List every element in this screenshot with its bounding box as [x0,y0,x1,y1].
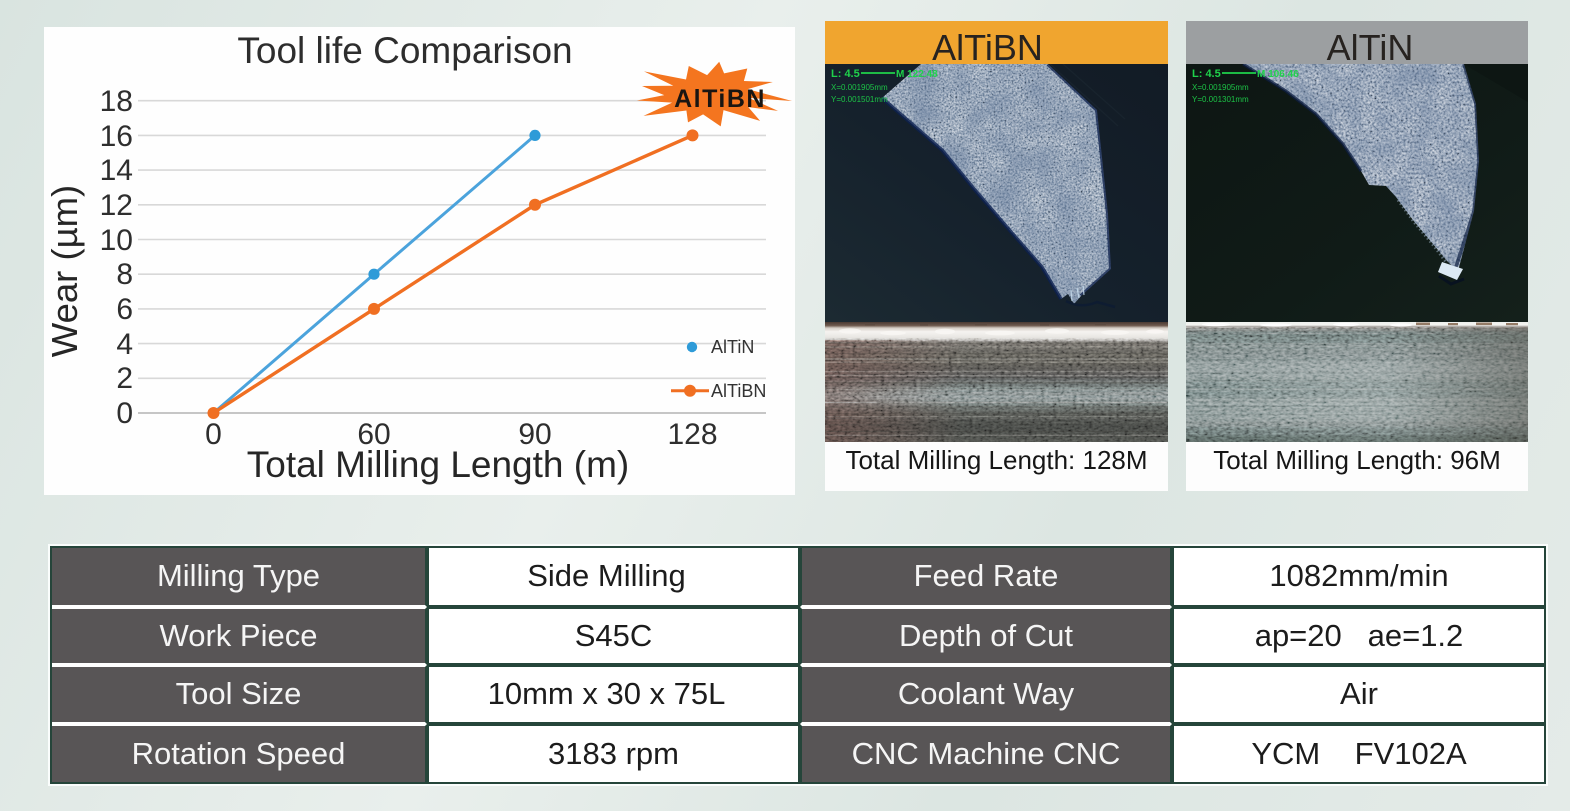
svg-text:L: 4.5: L: 4.5 [1192,68,1221,80]
svg-text:Tool life Comparison: Tool life Comparison [237,30,572,71]
svg-text:Wear (µm): Wear (µm) [44,185,85,357]
svg-text:M 106.46: M 106.46 [1257,69,1299,80]
svg-text:128: 128 [667,418,717,451]
svg-text:M 122.48: M 122.48 [896,69,938,80]
svg-text:AlTiN: AlTiN [711,337,754,357]
svg-text:12: 12 [100,189,133,222]
svg-text:Total Milling Length (m): Total Milling Length (m) [247,444,629,485]
svg-text:8: 8 [116,258,133,291]
svg-text:2: 2 [116,362,133,395]
svg-text:X=0.001905mm: X=0.001905mm [1192,83,1249,92]
svg-text:10: 10 [100,224,133,257]
svg-text:0: 0 [116,397,133,430]
svg-text:Y=0.001501mm: Y=0.001501mm [831,95,888,104]
svg-text:14: 14 [100,154,133,187]
svg-text:60: 60 [357,418,390,451]
svg-text:6: 6 [116,293,133,326]
svg-text:Y=0.001301mm: Y=0.001301mm [1192,95,1249,104]
svg-text:AlTiBN: AlTiBN [711,381,766,401]
svg-text:16: 16 [100,120,133,153]
svg-text:90: 90 [518,418,551,451]
svg-text:X=0.001905mm: X=0.001905mm [831,83,888,92]
svg-text:4: 4 [116,328,133,361]
svg-text:L: 4.5: L: 4.5 [831,68,860,80]
svg-text:0: 0 [205,418,222,451]
svg-text:18: 18 [100,85,133,118]
svg-text:AlTiBN: AlTiBN [674,85,766,113]
